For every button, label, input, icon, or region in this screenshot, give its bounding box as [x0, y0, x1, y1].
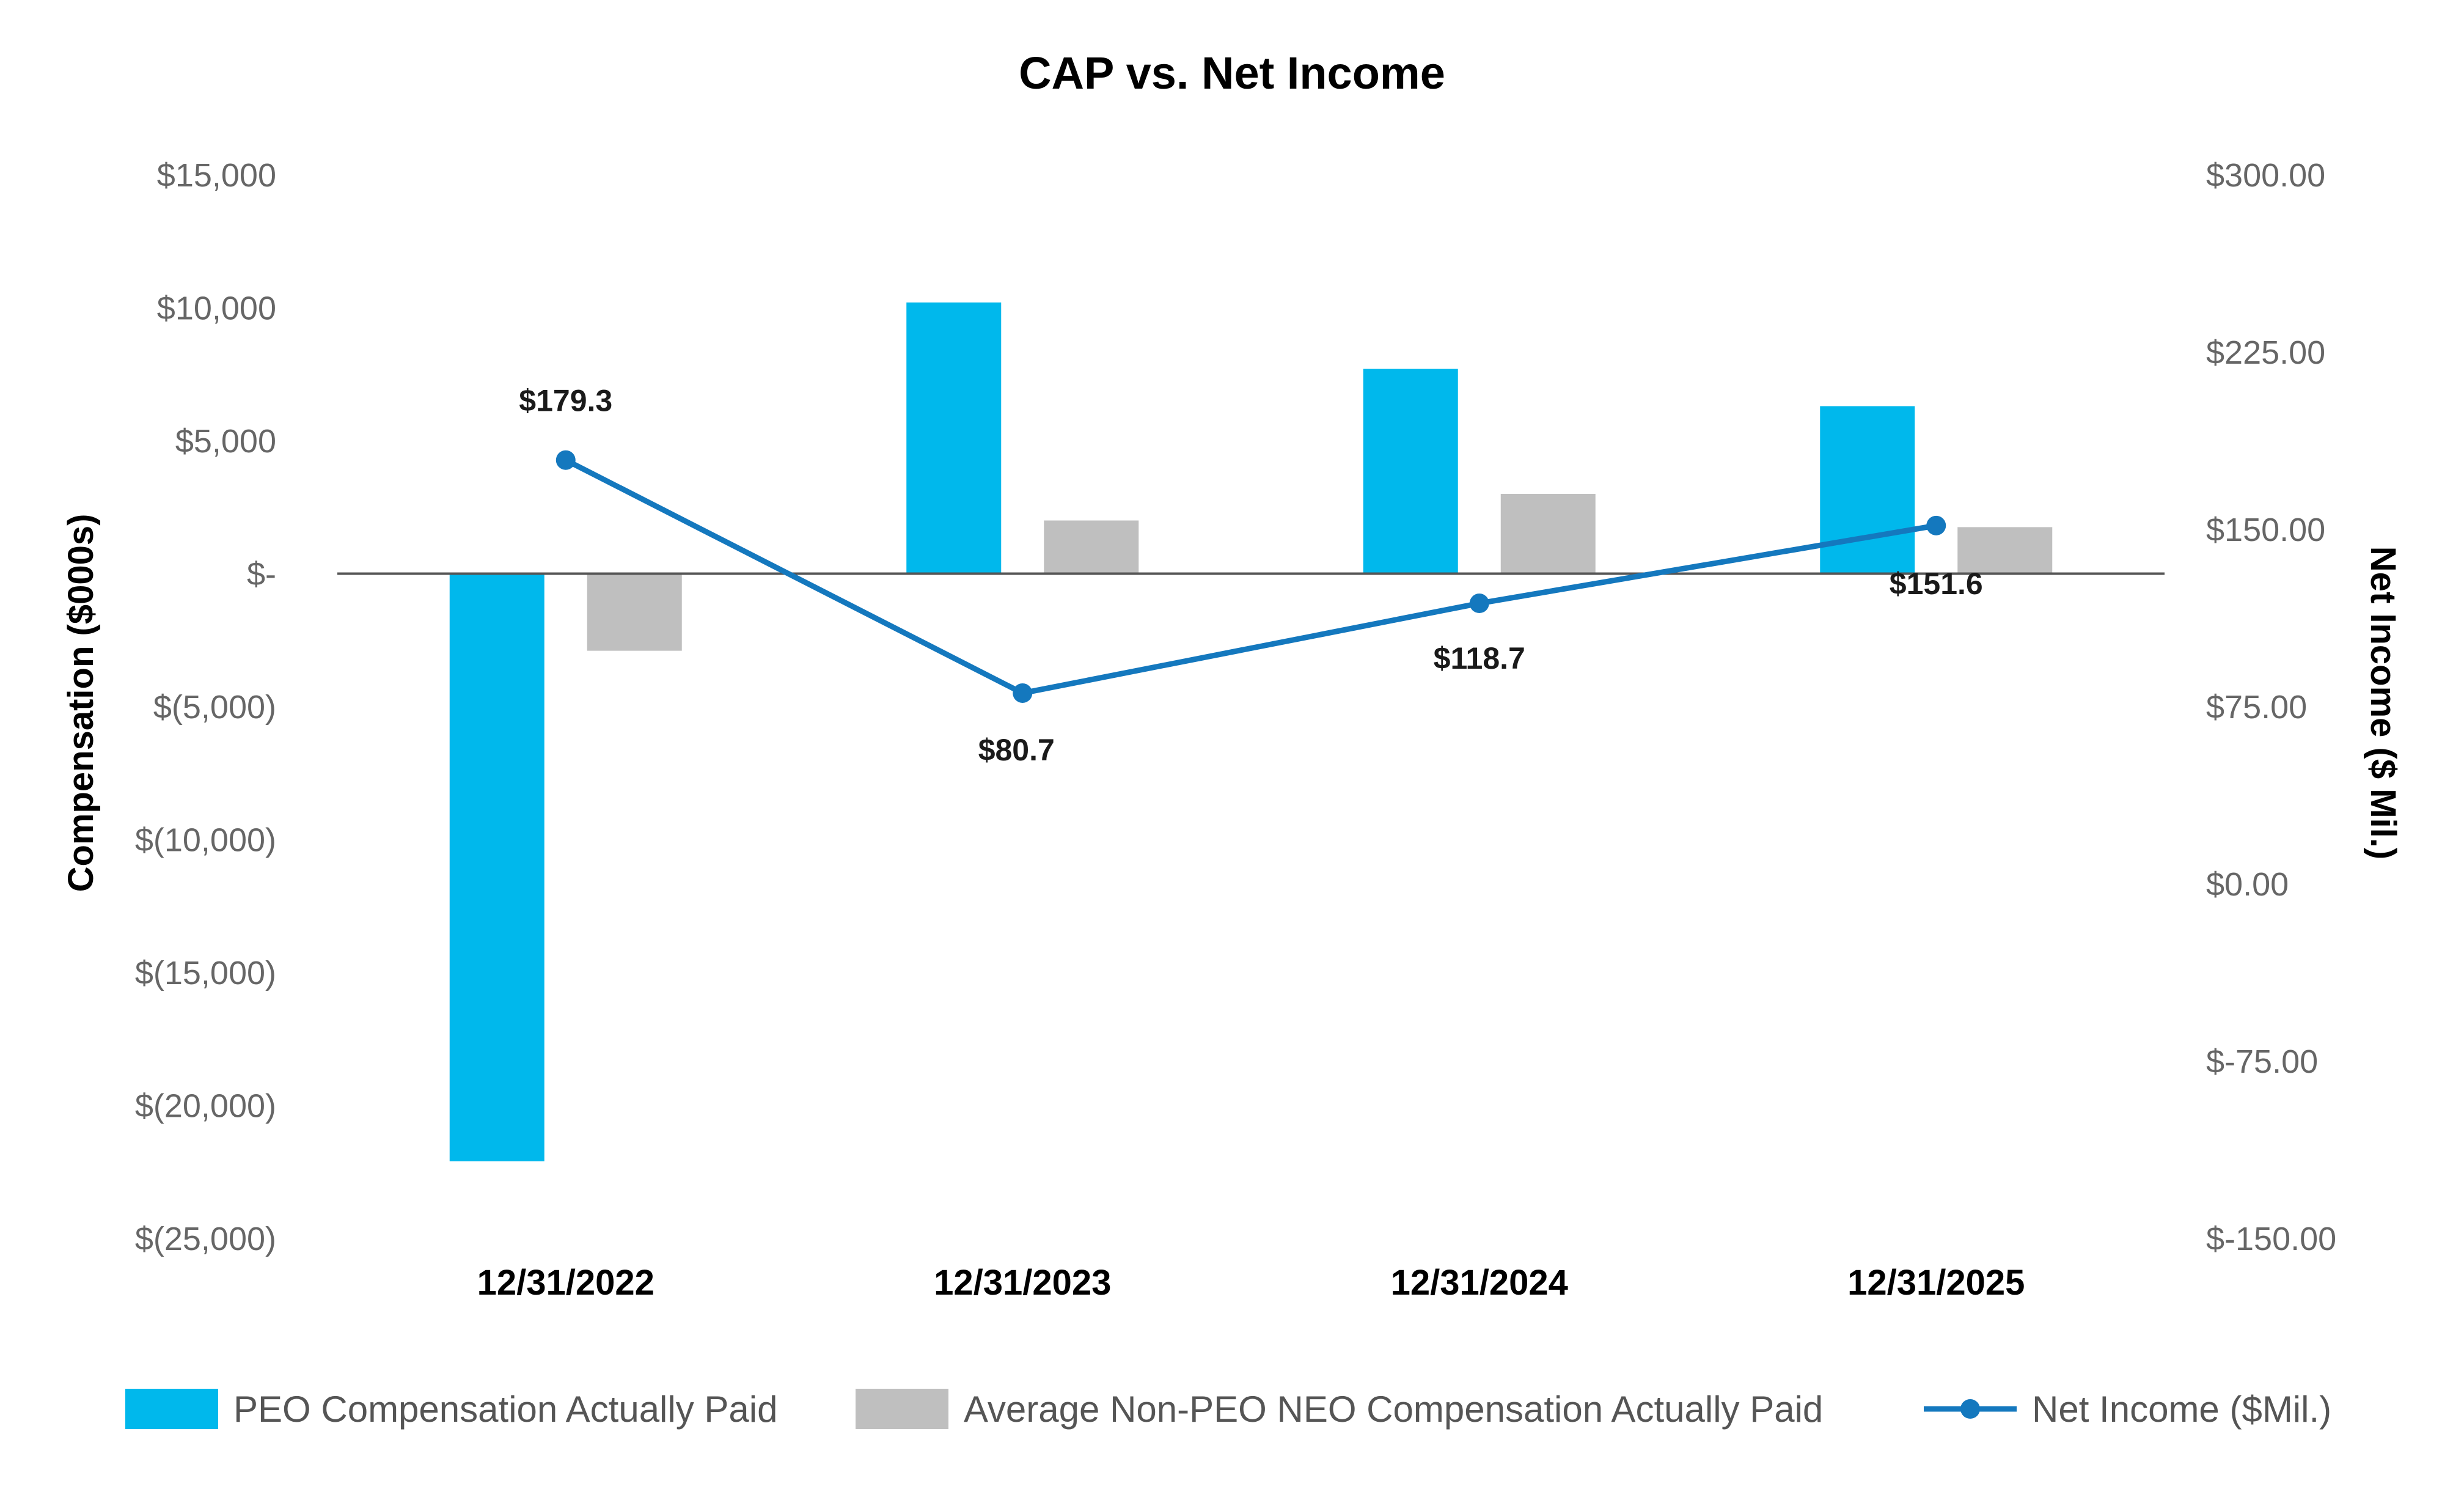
- category-axis-labels: 12/31/2022 12/31/2023 12/31/2024 12/31/2025: [477, 1263, 2025, 1303]
- net-income-line: [564, 457, 1937, 696]
- non-peo-cap-bar: [1957, 527, 2053, 574]
- net-income-point: [1469, 594, 1489, 614]
- net-income-data-label: $151.6: [1890, 567, 1983, 601]
- left-axis-tick-label: $(20,000): [135, 1088, 276, 1125]
- left-axis-tick-label: $-: [247, 556, 276, 593]
- left-axis-tick-label: $(25,000): [135, 1221, 276, 1257]
- left-axis-tick-label: $10,000: [157, 290, 276, 327]
- right-axis-tick-label: $150.00: [2206, 512, 2325, 548]
- non-peo-cap-bar: [1500, 494, 1596, 574]
- peo-cap-bar: [449, 573, 544, 1161]
- chart-title: CAP vs. Net Income: [1019, 48, 1445, 98]
- right-axis-title: Net Income ($ Mil.): [2363, 546, 2403, 859]
- left-axis-tick-label: $(10,000): [135, 822, 276, 859]
- right-axis-tick-label: $300.00: [2206, 157, 2325, 194]
- left-axis-title: Compensation ($000s): [61, 514, 101, 892]
- legend: PEO Compensation Actually Paid Average No…: [125, 1389, 2331, 1430]
- non-peo-cap-bar: [587, 573, 682, 651]
- left-axis-tick-label: $(15,000): [135, 955, 276, 991]
- left-axis-tick-label: $5,000: [175, 423, 276, 460]
- legend-label-net-income: Net Income ($Mil.): [2032, 1389, 2331, 1430]
- right-axis-tick-label: $225.00: [2206, 334, 2325, 371]
- category-label: 12/31/2025: [1847, 1263, 2025, 1303]
- peo-cap-bar: [1363, 369, 1458, 574]
- left-axis-tick-label: $15,000: [157, 157, 276, 194]
- legend-label-peo: PEO Compensation Actually Paid: [233, 1389, 777, 1430]
- legend-label-non-peo: Average Non-PEO NEO Compensation Actuall…: [964, 1389, 1823, 1430]
- bar-series: [449, 302, 2053, 1161]
- net-income-data-label: $118.7: [1434, 641, 1525, 675]
- left-axis-ticks: $15,000 $10,000 $5,000 $- $(5,000) $(10,000) $…: [135, 157, 276, 1257]
- net-income-data-label: $80.7: [978, 733, 1055, 767]
- net-income-point: [1013, 683, 1033, 703]
- right-axis-tick-label: $0.00: [2206, 866, 2289, 903]
- category-label: 12/31/2022: [477, 1263, 654, 1303]
- peo-cap-bar: [906, 302, 1002, 574]
- right-axis-ticks: $300.00 $225.00 $150.00 $75.00 $0.00 $-75.00 $…: [2206, 157, 2336, 1257]
- net-income-point: [556, 450, 576, 470]
- category-label: 12/31/2023: [934, 1263, 1111, 1303]
- legend-swatch-non-peo: [856, 1389, 948, 1429]
- right-axis-tick-label: $-150.00: [2206, 1221, 2336, 1257]
- right-axis-tick-label: $-75.00: [2206, 1043, 2318, 1080]
- legend-swatch-peo: [125, 1389, 218, 1429]
- peo-cap-bar: [1820, 406, 1915, 574]
- net-income-line-series: $179.3 $80.7 $118.7 $151.6: [519, 384, 1982, 767]
- non-peo-cap-bar: [1044, 520, 1139, 574]
- right-axis-tick-label: $75.00: [2206, 689, 2307, 726]
- legend-marker-net-income: [1960, 1399, 1980, 1419]
- net-income-data-label: $179.3: [519, 384, 612, 418]
- net-income-point: [1926, 515, 1946, 535]
- left-axis-tick-label: $(5,000): [153, 689, 276, 726]
- category-label: 12/31/2024: [1391, 1263, 1568, 1303]
